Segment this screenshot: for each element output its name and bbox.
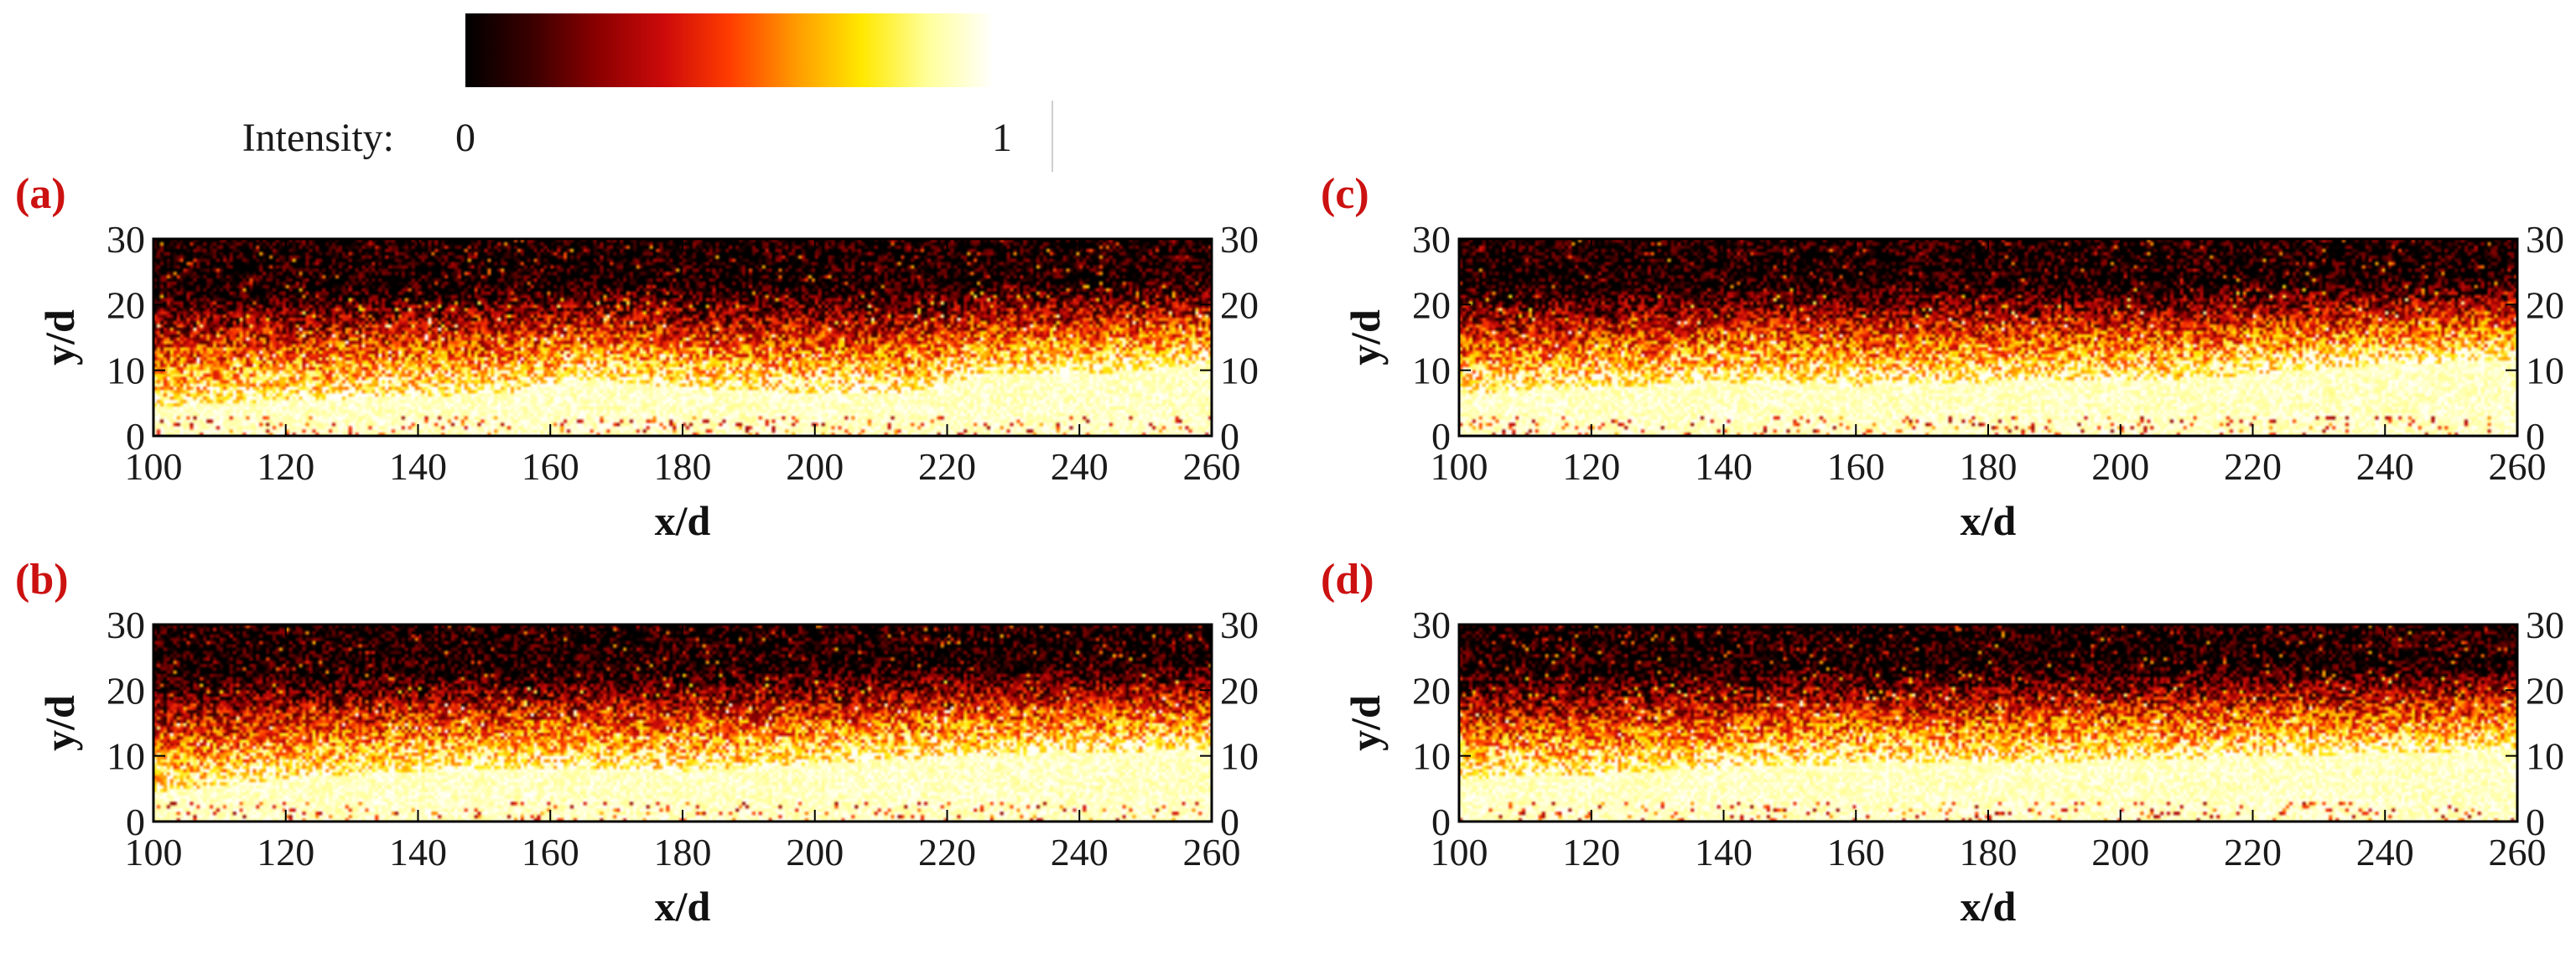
panel-label-d: (d) (1321, 556, 1374, 604)
x-tick-label: 100 (1431, 445, 1488, 488)
x-tick-label: 220 (918, 831, 976, 873)
y-tick-label-right: 0 (2526, 415, 2545, 458)
heatmap-c (1459, 239, 2517, 436)
colorbar-label: Intensity: (242, 116, 394, 160)
y-tick-label: 0 (1431, 415, 1451, 458)
x-tick-label: 260 (1183, 831, 1241, 873)
y-tick-label-right: 10 (2526, 350, 2564, 392)
x-tick-label: 200 (786, 445, 844, 488)
y-tick-label: 30 (106, 604, 145, 646)
x-tick-label: 260 (1183, 445, 1241, 488)
y-tick-label: 30 (106, 218, 145, 261)
heatmap-b (153, 625, 1212, 822)
y-tick-label-right: 20 (2526, 283, 2564, 326)
y-tick-label: 30 (1412, 218, 1451, 261)
x-tick-label: 180 (1960, 445, 2018, 488)
colorbar-gradient (465, 13, 994, 87)
y-axis-title: y/d (1342, 309, 1389, 365)
y-tick-label: 10 (1412, 735, 1451, 778)
heatmap-d (1459, 625, 2517, 822)
x-tick-label: 220 (2224, 831, 2282, 873)
x-tick-label: 120 (1562, 831, 1620, 873)
x-tick-label: 240 (2356, 831, 2414, 873)
y-tick-label-right: 30 (2526, 218, 2564, 261)
y-tick-label: 20 (1412, 283, 1451, 326)
x-tick-label: 120 (257, 831, 314, 873)
x-tick-label: 100 (125, 445, 183, 488)
panel-label-b: (b) (15, 556, 69, 604)
x-tick-label: 180 (654, 445, 712, 488)
panel-label-a: (a) (15, 170, 66, 218)
y-tick-label-right: 20 (1220, 669, 1259, 712)
y-tick-label: 10 (106, 350, 145, 392)
y-tick-label: 20 (106, 669, 145, 712)
x-axis-title: x/d (1961, 883, 2017, 930)
y-tick-label-right: 30 (1220, 604, 1259, 646)
x-tick-label: 160 (522, 831, 579, 873)
y-tick-label-right: 20 (1220, 283, 1259, 326)
colorbar-min-label: 0 (455, 116, 475, 160)
y-tick-label: 10 (106, 735, 145, 778)
x-axis-title: x/d (1961, 497, 2017, 544)
y-tick-label: 10 (1412, 350, 1451, 392)
y-axis-title: y/d (1342, 695, 1389, 751)
x-tick-label: 160 (1827, 445, 1885, 488)
y-tick-label: 0 (126, 801, 145, 843)
x-tick-label: 140 (1695, 831, 1753, 873)
y-tick-label: 20 (1412, 669, 1451, 712)
x-tick-label: 120 (1562, 445, 1620, 488)
x-tick-label: 140 (389, 831, 447, 873)
x-tick-label: 160 (522, 445, 579, 488)
y-tick-label-right: 30 (1220, 218, 1259, 261)
panel-label-c: (c) (1321, 170, 1369, 218)
x-tick-label: 220 (918, 445, 976, 488)
x-tick-label: 140 (389, 445, 447, 488)
x-axis-title: x/d (655, 497, 711, 544)
y-tick-label-right: 0 (1220, 801, 1239, 843)
colorbar-max-label: 1 (992, 116, 1012, 160)
x-tick-label: 220 (2224, 445, 2282, 488)
x-tick-label: 100 (125, 831, 183, 873)
x-axis-title: x/d (655, 883, 711, 930)
x-tick-label: 180 (1960, 831, 2018, 873)
y-tick-label-right: 0 (1220, 415, 1239, 458)
x-tick-label: 240 (1051, 445, 1109, 488)
y-tick-label-right: 20 (2526, 669, 2564, 712)
y-tick-label: 30 (1412, 604, 1451, 646)
y-tick-label-right: 0 (2526, 801, 2545, 843)
y-tick-label-right: 30 (2526, 604, 2564, 646)
x-tick-label: 200 (786, 831, 844, 873)
x-tick-label: 180 (654, 831, 712, 873)
x-tick-label: 260 (2489, 831, 2547, 873)
heatmap-a (153, 239, 1212, 436)
y-tick-label-right: 10 (1220, 735, 1259, 778)
y-tick-label-right: 10 (1220, 350, 1259, 392)
x-tick-label: 200 (2091, 831, 2149, 873)
y-tick-label: 20 (106, 283, 145, 326)
x-tick-label: 100 (1431, 831, 1488, 873)
y-tick-label: 0 (1431, 801, 1451, 843)
x-tick-label: 240 (1051, 831, 1109, 873)
y-tick-label: 0 (126, 415, 145, 458)
y-tick-label-right: 10 (2526, 735, 2564, 778)
x-tick-label: 120 (257, 445, 314, 488)
y-axis-title: y/d (36, 695, 83, 751)
y-axis-title: y/d (36, 309, 83, 365)
x-tick-label: 240 (2356, 445, 2414, 488)
x-tick-label: 140 (1695, 445, 1753, 488)
colorbar: Intensity: 0 1 (242, 13, 1053, 172)
x-tick-label: 200 (2091, 445, 2149, 488)
x-tick-label: 260 (2489, 445, 2547, 488)
x-tick-label: 160 (1827, 831, 1885, 873)
